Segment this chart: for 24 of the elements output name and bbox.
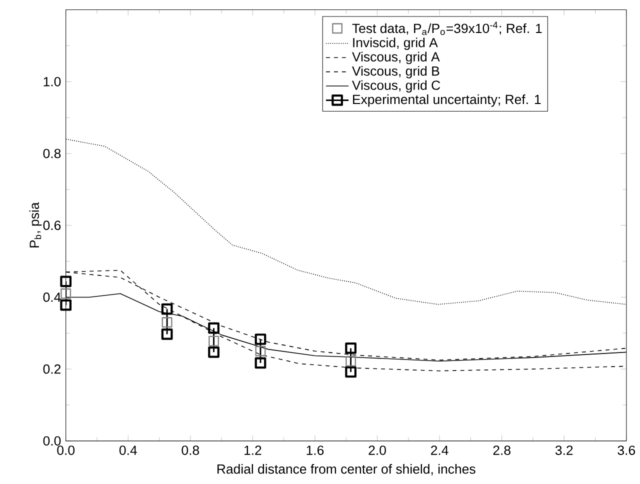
x-tick-label: 2.8 <box>493 446 510 456</box>
x-tick-label: 0.0 <box>57 446 75 456</box>
x-tick-label: 0.4 <box>119 446 137 456</box>
legend-label: Viscous, grid C <box>352 80 440 93</box>
legend-label: Test data, P$_{a}$/P$_{o}$=39x10$^{-4}$; Ref. 1 <box>352 22 542 36</box>
x-tick-label: 1.2 <box>244 446 262 455</box>
legend-label: Viscous, grid B <box>352 66 440 78</box>
x-tick-label: 3.6 <box>618 446 636 456</box>
x-tick-label: 2.0 <box>368 446 386 456</box>
legend-label: Experimental uncertainty; Ref. 1 <box>353 94 541 107</box>
x-tick-label: 3.2 <box>555 446 573 456</box>
x-tick-label: 0.8 <box>182 446 200 456</box>
y-axis-title: P$_{b}$, psia <box>29 202 42 248</box>
y-tick-label: 1.0 <box>44 77 61 86</box>
x-tick-label: 2.4 <box>431 446 448 455</box>
x-tick-label: 1.6 <box>306 446 324 456</box>
y-tick-label: 0.4 <box>43 292 61 302</box>
y-tick-label: 0.8 <box>43 148 61 158</box>
x-axis-title: Radial distance from center of shield, inches <box>217 464 476 476</box>
y-tick-label: 0.2 <box>43 364 61 374</box>
y-tick-label: 0.6 <box>43 220 61 230</box>
legend-label: Inviscid, grid A <box>353 38 438 50</box>
legend-label: Viscous, grid A <box>352 52 440 64</box>
y-tick-label: 0.0 <box>43 436 61 446</box>
